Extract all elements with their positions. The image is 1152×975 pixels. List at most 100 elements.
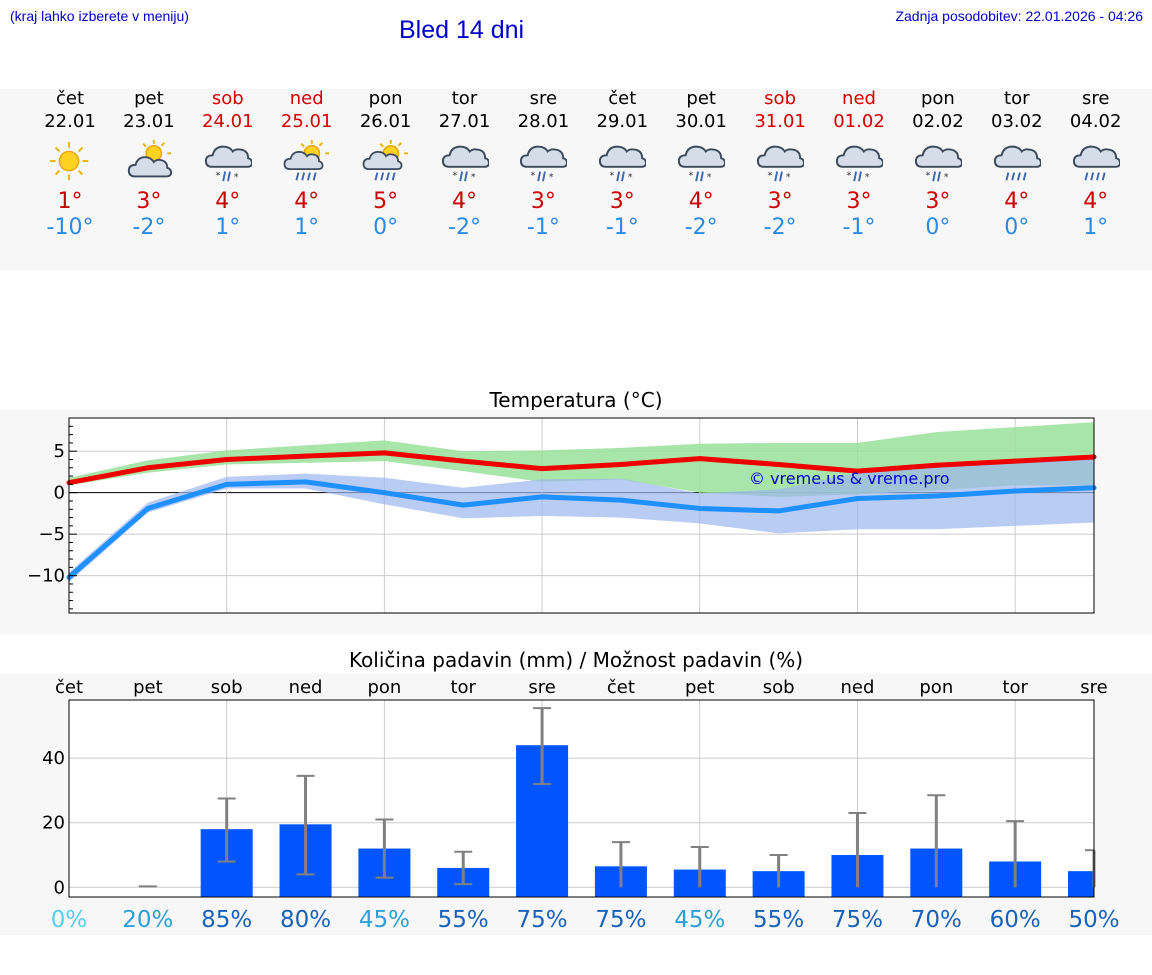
min-temperature-point — [145, 505, 151, 511]
min-temperature-point — [697, 505, 703, 511]
min-temperature-point — [776, 508, 782, 514]
day-forecast: tor 27.01 * * 4° -2° — [420, 89, 510, 241]
precipitation-day-label: pon — [919, 677, 953, 698]
max-temperature-point — [145, 465, 151, 471]
max-temperature-point — [697, 456, 703, 462]
min-temperature: 1° — [294, 215, 320, 240]
max-temperature: 5° — [373, 189, 399, 214]
svg-text:*: * — [847, 170, 852, 181]
precipitation-probability: 50% — [1068, 907, 1119, 933]
precipitation-probability: 45% — [674, 907, 725, 933]
svg-text:*: * — [610, 170, 615, 181]
max-temperature: 1° — [57, 189, 83, 214]
rain-snow-icon: * * — [757, 145, 805, 183]
min-temperature: -2° — [684, 215, 718, 240]
precipitation-day-label: čet — [55, 677, 83, 698]
max-temperature: 3° — [846, 189, 872, 214]
max-temperature: 4° — [1004, 189, 1030, 214]
rain-snow-icon: * * — [599, 145, 647, 183]
min-temperature: -10° — [46, 215, 94, 240]
precipitation-day-label: sob — [763, 677, 795, 698]
svg-text:*: * — [531, 170, 536, 181]
rain-snow-icon: * * — [678, 145, 726, 183]
day-forecast: čet 22.01 1° -10° — [25, 89, 115, 241]
svg-text:*: * — [628, 172, 633, 183]
day-name: pet — [134, 88, 164, 109]
precipitation-tick-label: 0 — [54, 877, 65, 898]
svg-text:*: * — [786, 172, 791, 183]
max-temperature: 3° — [609, 189, 635, 214]
precipitation-probability: 75% — [832, 907, 883, 933]
rain-snow-icon: * * — [914, 145, 962, 183]
max-temperature: 4° — [1083, 189, 1109, 214]
precipitation-probability: 55% — [753, 907, 804, 933]
day-forecast: pon 02.02 * * 3° 0° — [893, 89, 983, 241]
min-temperature: -1° — [842, 215, 876, 240]
precipitation-probability: 70% — [911, 907, 962, 933]
min-temperature-point — [618, 497, 624, 503]
min-temperature: 0° — [1004, 215, 1030, 240]
min-temperature: -2° — [448, 215, 481, 240]
day-date: 02.02 — [912, 111, 964, 132]
day-forecast: ned 25.01 4° 1° — [262, 89, 352, 241]
temperature-chart-title: Temperatura (°C) — [489, 388, 663, 412]
day-name: sob — [211, 88, 244, 109]
precipitation-tick-label: 20 — [42, 813, 65, 834]
precipitation-probability: 85% — [201, 907, 252, 933]
day-date: 24.01 — [202, 111, 254, 132]
temperature-tick-label: −5 — [38, 524, 65, 545]
svg-text:*: * — [944, 172, 949, 183]
precipitation-probability: 75% — [595, 907, 646, 933]
max-temperature: 3° — [530, 189, 556, 214]
max-temperature-point — [933, 462, 939, 468]
day-date: 25.01 — [280, 111, 333, 132]
max-temperature-point — [776, 461, 782, 467]
day-forecast: tor 03.02 4° 0° — [972, 89, 1062, 241]
min-temperature-point — [224, 481, 230, 487]
sun-rain-icon — [283, 139, 329, 181]
day-date: 31.01 — [754, 111, 806, 132]
svg-text:*: * — [707, 172, 712, 183]
max-temperature: 4° — [452, 189, 477, 214]
max-temperature-line — [68, 450, 1095, 486]
svg-text:*: * — [452, 170, 457, 181]
rain-snow-icon: * * — [204, 145, 252, 183]
precipitation-day-label: pet — [133, 677, 163, 698]
max-temperature-point — [539, 466, 545, 472]
precipitation-day-label: sob — [211, 677, 243, 698]
day-forecast: sob 24.01 * * 4° 1° — [183, 89, 273, 241]
rain-snow-icon: * * — [835, 145, 883, 183]
min-temperature-point — [381, 490, 387, 496]
min-temperature-point — [460, 502, 466, 508]
min-temperature: -1° — [605, 215, 639, 240]
day-date: 01.02 — [833, 111, 885, 132]
day-name: sre — [529, 88, 558, 109]
precipitation-probability: 0% — [51, 907, 88, 933]
day-name: sob — [764, 88, 796, 109]
day-name: pon — [920, 88, 955, 109]
location-menu-hint[interactable]: (kraj lahko izberete v meniju) — [10, 8, 189, 24]
precipitation-day-label: sre — [528, 677, 555, 698]
min-temperature: -2° — [763, 215, 797, 240]
sunny-icon — [49, 141, 89, 181]
day-name: ned — [289, 88, 324, 109]
precipitation-probability: 80% — [280, 907, 331, 933]
max-temperature: 3° — [925, 189, 951, 214]
min-temperature-point — [303, 479, 309, 485]
rain-icon — [1072, 145, 1120, 181]
svg-text:*: * — [549, 172, 554, 183]
day-name: sre — [1081, 88, 1110, 109]
svg-text:*: * — [234, 172, 239, 183]
precipitation-day-label: tor — [450, 677, 476, 698]
precipitation-probability: 60% — [990, 907, 1041, 933]
max-temperature: 4° — [688, 189, 714, 214]
max-temperature: 4° — [215, 189, 241, 214]
day-date: 03.02 — [991, 111, 1043, 132]
svg-text:*: * — [215, 170, 220, 181]
day-forecast: pet 30.01 * * 4° -2° — [656, 89, 746, 241]
page-title: Bled 14 dni — [399, 16, 525, 44]
max-temperature: 4° — [294, 189, 320, 214]
min-temperature: -2° — [132, 215, 166, 240]
